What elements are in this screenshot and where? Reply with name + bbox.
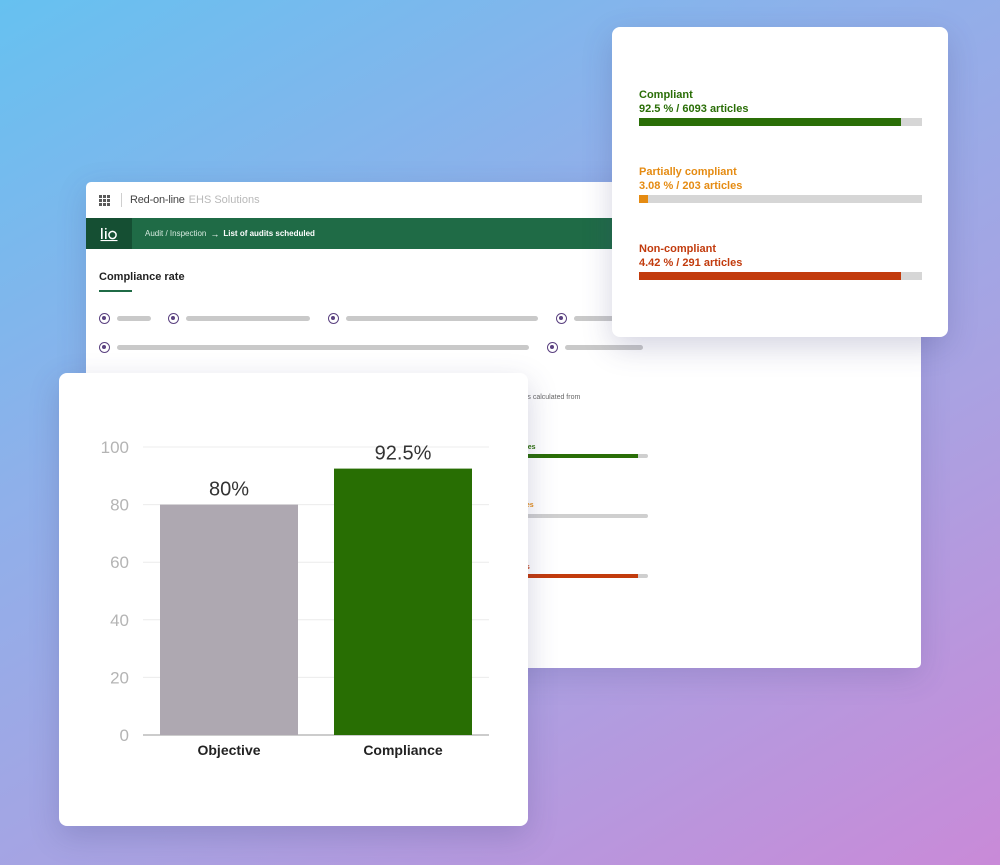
- compliance-breakdown-card: Compliant 92.5 % / 6093 articles Partial…: [612, 27, 948, 337]
- apps-grid-icon[interactable]: [99, 194, 110, 206]
- chart-y-tick-label: 100: [101, 438, 129, 457]
- filter-radio-4[interactable]: [556, 313, 567, 324]
- brand-name: Red-on-line: [130, 194, 185, 206]
- compliance-bar-chart: 0 20 40 60 80 100 80% Objective 92.5% Compliance: [101, 438, 489, 758]
- app-topbar: Red-on-line EHS Solutions: [86, 182, 921, 218]
- chart-y-tick-label: 20: [110, 668, 129, 687]
- compliant-label: Compliant: [639, 89, 693, 101]
- section-title-underline: [99, 290, 132, 292]
- filter-radio-5[interactable]: [99, 342, 110, 353]
- chart-y-tick-label: 60: [110, 553, 129, 572]
- non-compliant-progress-bar: [639, 272, 922, 280]
- partially-compliant-label: Partially compliant: [639, 166, 737, 178]
- compliant-mini-fill: [520, 454, 638, 458]
- filter-radio-6[interactable]: [547, 342, 558, 353]
- partial-mini-bar: [520, 514, 648, 518]
- filter-label-placeholder: [117, 316, 151, 321]
- compliant-value: 92.5 % / 6093 articles: [639, 103, 749, 115]
- non-compliant-value: 4.42 % / 291 articles: [639, 257, 743, 269]
- filter-radio-3[interactable]: [328, 313, 339, 324]
- filter-label-placeholder: [574, 316, 634, 321]
- topbar-divider: [121, 193, 122, 207]
- non-compliant-mini-bar: [520, 574, 648, 578]
- brand-subtitle: EHS Solutions: [188, 194, 260, 206]
- filter-radio-1[interactable]: [99, 313, 110, 324]
- compliant-progress-bar: [639, 118, 922, 126]
- compliant-mini-bar: [520, 454, 648, 458]
- compliant-progress-fill: [639, 118, 901, 126]
- non-compliant-progress-fill: [639, 272, 901, 280]
- compliance-chart-card: 0 20 40 60 80 100 80% Objective 92.5% Compliance: [59, 373, 528, 826]
- chart-value-label: 92.5%: [375, 443, 432, 465]
- compliant-row: Compliant 92.5 % / 6093 articles: [639, 88, 922, 126]
- partially-compliant-value: 3.08 % / 203 articles: [639, 180, 743, 192]
- filter-label-placeholder: [186, 316, 310, 321]
- chart-value-label: 80%: [209, 479, 249, 501]
- chart-x-tick-label: Objective: [197, 742, 260, 758]
- chart-y-tick-label: 40: [110, 611, 129, 630]
- breadcrumb: Audit / Inspection → List of audits sche…: [145, 229, 315, 239]
- partially-compliant-progress-fill: [639, 195, 648, 203]
- chart-y-tick-label: 0: [120, 726, 129, 745]
- filter-label-placeholder: [346, 316, 538, 321]
- breadcrumb-parent[interactable]: Audit / Inspection: [145, 229, 207, 238]
- app-logo[interactable]: [86, 218, 132, 249]
- partially-compliant-progress-bar: [639, 195, 922, 203]
- lio-logo-icon: [100, 227, 118, 241]
- section-title: Compliance rate: [99, 271, 185, 283]
- calculation-note: e is calculated from: [520, 394, 581, 401]
- chart-x-tick-label: Compliance: [363, 742, 443, 758]
- filter-radio-2[interactable]: [168, 313, 179, 324]
- partially-compliant-row: Partially compliant 3.08 % / 203 article…: [639, 165, 922, 203]
- non-compliant-mini-fill: [520, 574, 638, 578]
- filter-label-placeholder: [117, 345, 529, 350]
- chart-bar-objective: [160, 504, 298, 735]
- chart-y-tick-label: 80: [110, 496, 129, 515]
- filter-label-placeholder: [565, 345, 643, 350]
- breadcrumb-arrow-icon: →: [210, 228, 220, 239]
- non-compliant-row: Non-compliant 4.42 % / 291 articles: [639, 242, 922, 280]
- breadcrumb-current: List of audits scheduled: [223, 229, 315, 238]
- non-compliant-label: Non-compliant: [639, 243, 716, 255]
- chart-bar-compliance: [334, 468, 472, 735]
